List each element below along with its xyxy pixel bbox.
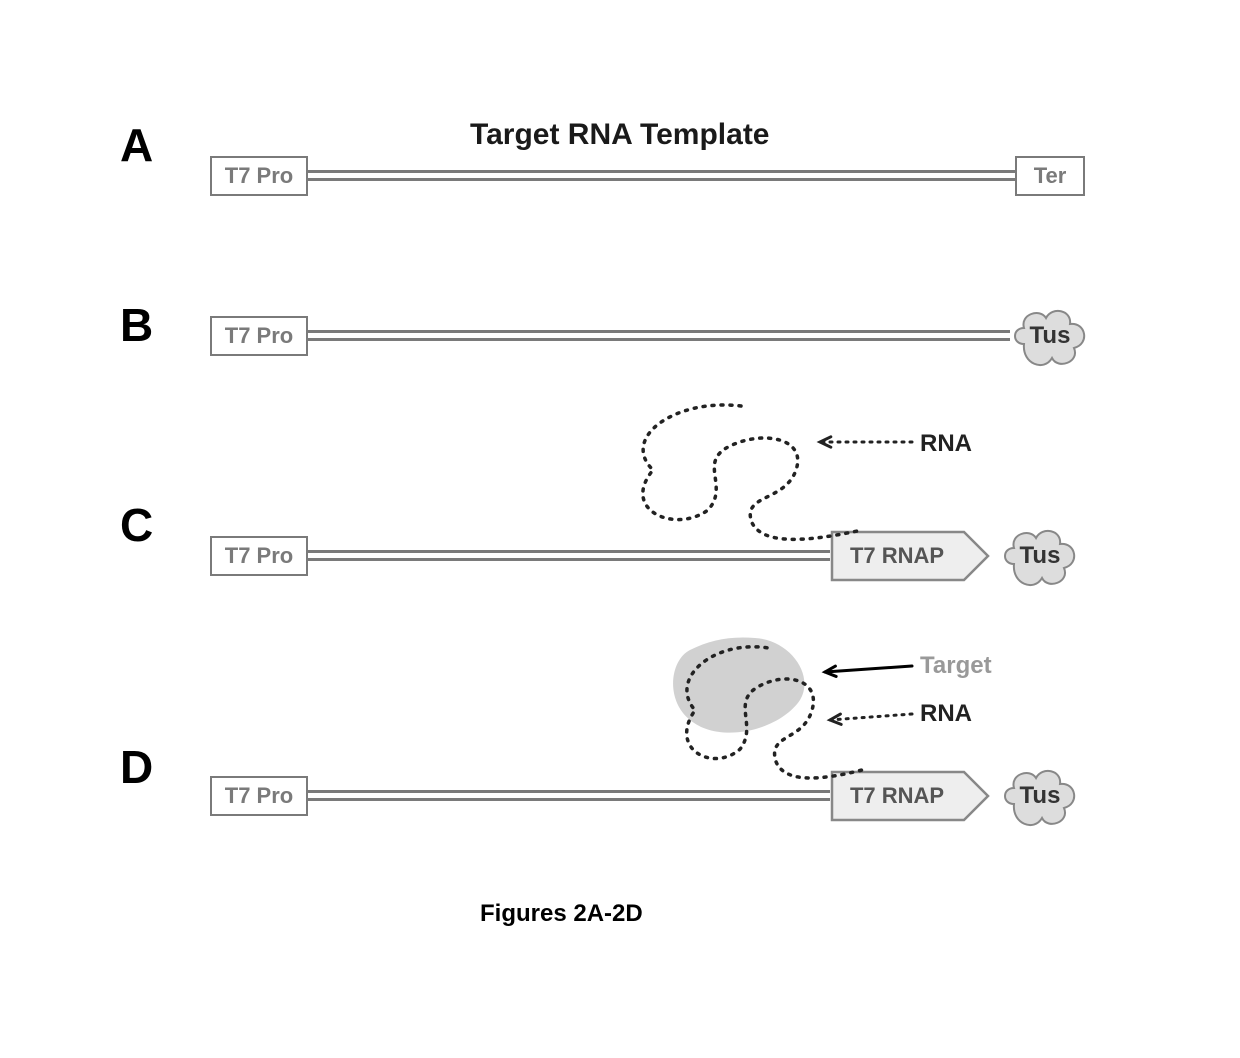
rna-squiggle-c (610, 388, 872, 568)
rna-arrow-c (808, 430, 924, 454)
t7-pro-box-d: T7 Pro (210, 776, 308, 816)
t7-pro-box-c: T7 Pro (210, 536, 308, 576)
dna-template-a (308, 170, 1015, 184)
panel-letter-c: C (120, 498, 153, 552)
tus-cloud-b-label: Tus (1010, 300, 1090, 372)
tus-cloud-d-label: Tus (1000, 760, 1080, 832)
dna-strand-bottom (308, 338, 1010, 341)
ter-box-a: Ter (1015, 156, 1085, 196)
panel-letter-b: B (120, 298, 153, 352)
target-arrow-d (813, 654, 924, 684)
dna-strand-bottom (308, 178, 1015, 181)
dna-template-b (308, 330, 1010, 344)
title-target-rna-template: Target RNA Template (470, 118, 770, 152)
tus-cloud-c: Tus (1000, 520, 1080, 592)
t7-pro-box-a: T7 Pro (210, 156, 308, 196)
rna-arrow-d (818, 702, 924, 732)
target-label-d: Target (920, 652, 992, 680)
tus-cloud-c-label: Tus (1000, 520, 1080, 592)
panel-letter-a: A (120, 118, 153, 172)
dna-strand-top (308, 330, 1010, 333)
t7-pro-box-b: T7 Pro (210, 316, 308, 356)
rna-label-d: RNA (920, 700, 972, 728)
rna-label-c: RNA (920, 430, 972, 458)
tus-cloud-d: Tus (1000, 760, 1080, 832)
panel-letter-d: D (120, 740, 153, 794)
figure-caption: Figures 2A-2D (480, 900, 643, 928)
tus-cloud-b: Tus (1010, 300, 1090, 372)
dna-strand-top (308, 170, 1015, 173)
